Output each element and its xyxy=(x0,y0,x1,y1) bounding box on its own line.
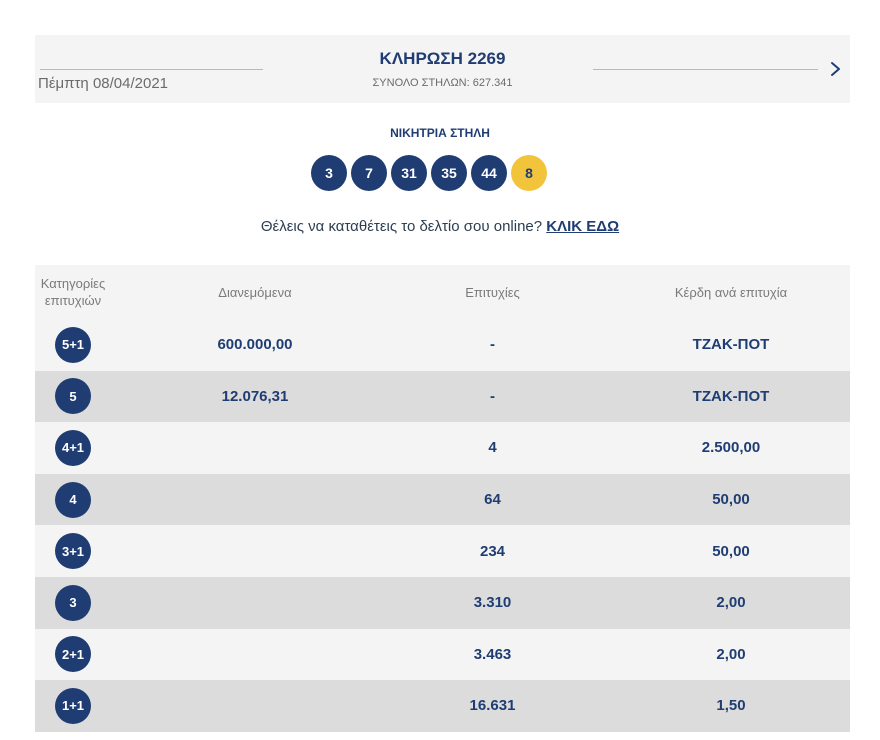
table-row: 3+1 234 50,00 xyxy=(35,525,850,577)
prize-table: Κατηγορίες επιτυχιών Διανεμόμενα Επιτυχί… xyxy=(35,265,850,732)
number-ball: 3 xyxy=(311,155,347,191)
category-badge: 4+1 xyxy=(55,429,91,466)
table-row: 3 3.310 2,00 xyxy=(35,576,850,629)
draw-title: ΚΛΗΡΩΣΗ 2269 xyxy=(379,49,506,68)
winners-cell: 3.310 xyxy=(473,594,512,612)
category-badge: 2+1 xyxy=(55,636,91,673)
number-ball: 44 xyxy=(471,155,507,191)
header-distributed: Διανεμόμενα xyxy=(218,284,292,300)
header-winners: Επιτυχίες xyxy=(465,284,520,300)
winning-column-label: ΝΙΚΗΤΡΙΑ ΣΤΗΛΗ xyxy=(390,126,490,140)
prize-cell: 2,00 xyxy=(716,594,746,612)
next-draw-button[interactable] xyxy=(825,57,847,81)
distributed-cell xyxy=(155,422,355,474)
number-ball: 31 xyxy=(391,155,427,191)
winning-numbers: 3 7 31 35 44 8 xyxy=(311,155,547,191)
category-badge: 4 xyxy=(55,481,91,518)
distributed-cell xyxy=(155,525,355,577)
prize-cell: 2.500,00 xyxy=(701,439,761,457)
online-cta: Θέλεις να καταθέτεις το δελτίο σου onlin… xyxy=(0,218,880,235)
prize-cell: ΤΖΑΚ-ΠΟΤ xyxy=(692,336,770,354)
number-ball: 7 xyxy=(351,155,387,191)
draw-date: Πέμπτη 08/04/2021 xyxy=(38,75,169,92)
total-columns: ΣΥΝΟΛΟ ΣΤΗΛΩΝ: 627.341 xyxy=(372,77,513,89)
distributed-cell xyxy=(155,474,355,526)
table-row: 4+1 4 2.500,00 xyxy=(35,422,850,474)
header-divider-left xyxy=(40,69,263,70)
prize-cell: ΤΖΑΚ-ΠΟΤ xyxy=(692,387,770,405)
table-row: 2+1 3.463 2,00 xyxy=(35,628,850,681)
distributed-cell xyxy=(155,577,355,629)
winners-cell: 4 xyxy=(488,439,497,457)
category-badge: 5 xyxy=(55,378,91,415)
click-here-link[interactable]: ΚΛΙΚ ΕΔΩ xyxy=(546,218,620,235)
joker-ball: 8 xyxy=(511,155,547,191)
category-badge: 5+1 xyxy=(55,326,91,363)
winners-cell: 64 xyxy=(484,491,501,509)
table-row: 5 12.076,31 - ΤΖΑΚ-ΠΟΤ xyxy=(35,370,850,423)
winners-cell: 16.631 xyxy=(469,697,516,715)
number-ball: 35 xyxy=(431,155,467,191)
table-row: 1+1 16.631 1,50 xyxy=(35,680,850,732)
distributed-cell: 12.076,31 xyxy=(221,387,289,405)
distributed-cell: 600.000,00 xyxy=(217,336,293,354)
category-badge: 3+1 xyxy=(55,533,91,570)
draw-header: Πέμπτη 08/04/2021 ΚΛΗΡΩΣΗ 2269 ΣΥΝΟΛΟ ΣΤ… xyxy=(35,35,850,103)
prize-cell: 50,00 xyxy=(712,542,750,560)
prize-cell: 50,00 xyxy=(712,491,750,509)
winners-cell: - xyxy=(490,336,495,354)
header-prize: Κέρδη ανά επιτυχία xyxy=(674,284,788,300)
prize-cell: 2,00 xyxy=(716,645,746,663)
header-divider-right xyxy=(593,69,818,70)
category-badge: 1+1 xyxy=(55,687,91,724)
table-row: 4 64 50,00 xyxy=(35,473,850,526)
category-badge: 3 xyxy=(55,584,91,621)
prize-cell: 1,50 xyxy=(716,697,746,715)
winners-cell: 3.463 xyxy=(473,645,512,663)
table-row: 5+1 600.000,00 - ΤΖΑΚ-ΠΟΤ xyxy=(35,319,850,371)
header-category: Κατηγορίες επιτυχιών xyxy=(40,276,106,308)
cta-text: Θέλεις να καταθέτεις το δελτίο σου onlin… xyxy=(260,218,543,235)
distributed-cell xyxy=(155,680,355,732)
table-header: Κατηγορίες επιτυχιών Διανεμόμενα Επιτυχί… xyxy=(35,265,850,319)
winners-cell: 234 xyxy=(479,542,506,560)
chevron-right-icon xyxy=(831,62,840,76)
winners-cell: - xyxy=(490,387,495,405)
distributed-cell xyxy=(155,629,355,681)
